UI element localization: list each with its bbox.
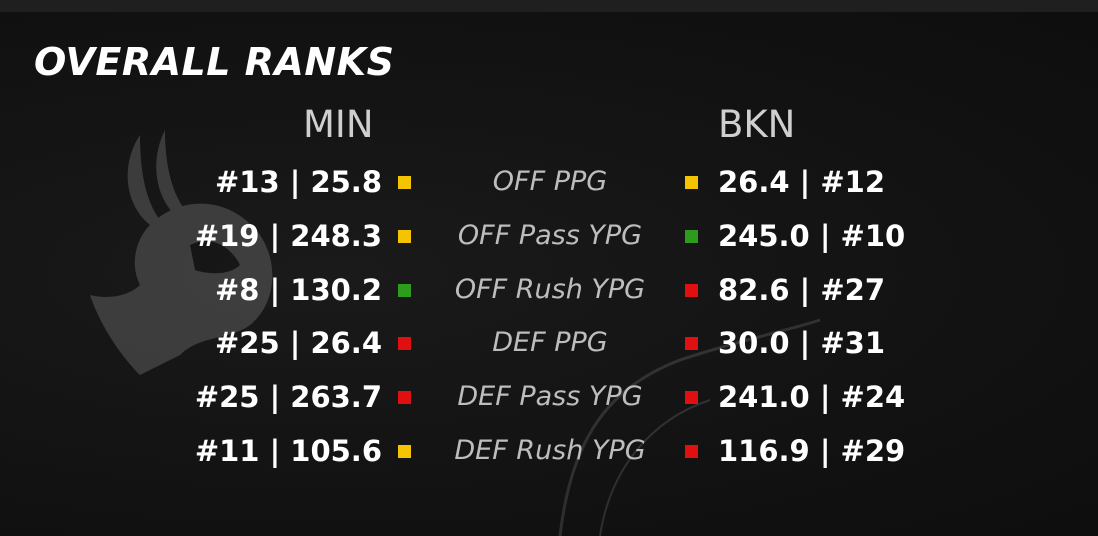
stat-label: DEF Rush YPG	[454, 435, 646, 466]
stat-label: OFF PPG	[492, 166, 608, 197]
left-team-rank-value: #25 | 26.4	[215, 326, 382, 361]
left-indicator-square	[398, 229, 411, 243]
stat-row: #19 | 248.3 OFF Pass YPG 245.0 | #10	[0, 216, 1098, 256]
right-indicator-square	[685, 283, 698, 297]
left-team-rank-value: #11 | 105.6	[194, 434, 382, 468]
team-header-right: BKN	[718, 103, 796, 146]
stat-label: OFF Rush YPG	[454, 273, 646, 305]
right-indicator-square	[685, 391, 698, 405]
left-indicator-square	[398, 176, 411, 189]
left-team-rank-value: #8 | 130.2	[215, 272, 382, 307]
right-indicator-square	[685, 445, 698, 458]
right-indicator-square	[685, 337, 698, 351]
team-header-left: MIN	[303, 103, 374, 146]
stat-label: OFF Pass YPG	[457, 219, 643, 251]
overall-ranks-panel	[0, 12, 1098, 536]
left-team-rank-value: #25 | 263.7	[194, 380, 382, 415]
right-indicator-square	[685, 176, 698, 189]
vikings-logo-icon	[90, 130, 273, 375]
stat-row: #25 | 263.7 DEF Pass YPG 241.0 | #24	[0, 377, 1098, 417]
right-indicator-square	[685, 229, 698, 243]
stat-row: #25 | 26.4 DEF PPG 30.0 | #31	[0, 323, 1098, 363]
left-team-rank-value: #13 | 25.8	[215, 165, 382, 199]
stat-label: DEF Pass YPG	[457, 381, 643, 413]
stat-row: #13 | 25.8 OFF PPG 26.4 | #12	[0, 162, 1098, 202]
right-team-rank-value: 241.0 | #24	[718, 380, 906, 415]
left-indicator-square	[398, 283, 411, 297]
left-indicator-square	[398, 337, 411, 351]
stat-row: #8 | 130.2 OFF Rush YPG 82.6 | #27	[0, 270, 1098, 310]
left-indicator-square	[398, 391, 411, 405]
right-team-rank-value: 30.0 | #31	[718, 326, 885, 361]
stat-row: #11 | 105.6 DEF Rush YPG 116.9 | #29	[0, 431, 1098, 471]
stat-label: DEF PPG	[492, 327, 608, 359]
right-team-rank-value: 116.9 | #29	[718, 434, 906, 468]
section-title: OVERALL RANKS	[34, 40, 395, 84]
left-indicator-square	[398, 445, 411, 458]
right-team-rank-value: 82.6 | #27	[718, 272, 885, 307]
left-team-rank-value: #19 | 248.3	[194, 218, 382, 253]
right-team-rank-value: 26.4 | #12	[718, 165, 885, 199]
background-decoration	[558, 318, 821, 536]
right-team-rank-value: 245.0 | #10	[718, 218, 906, 253]
